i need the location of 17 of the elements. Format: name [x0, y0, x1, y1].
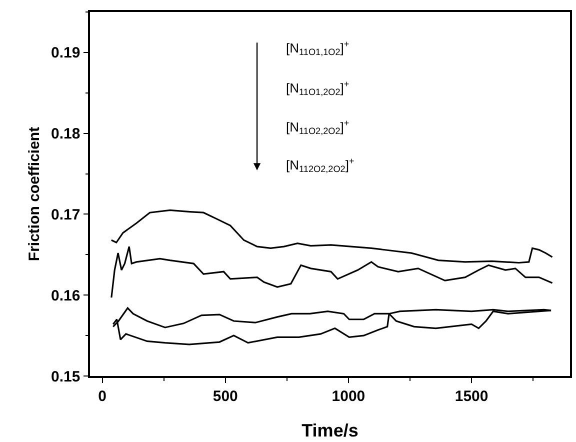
y-tick-label: 0.17	[51, 206, 80, 224]
x-tick-label: 0	[98, 388, 106, 405]
y-tick-label: 0.16	[51, 287, 80, 304]
x-axis-title: Time/s	[302, 420, 358, 440]
annotation: [N$_{11O2,2O2}$]$^{+}$	[286, 118, 350, 136]
y-axis-title: Friction coefficient	[26, 126, 43, 262]
y-tick-label: 0.18	[51, 126, 80, 143]
line-series	[110, 246, 554, 298]
y-tick-label: 0.19	[51, 44, 80, 62]
y-tick-label: 0.15	[51, 368, 80, 386]
x-tick-label: 500	[212, 388, 238, 405]
line-series	[110, 209, 554, 264]
x-tick-label: 1500	[454, 388, 488, 405]
annotation: [N$_{112O2,2O2}$]$^{+}$	[286, 156, 354, 174]
annotation: [N$_{11O1,1O2}$]$^{+}$	[286, 39, 350, 58]
x-tick-label: 1000	[332, 388, 366, 405]
annotation: [N$_{11O1,2O2}$]$^{+}$	[286, 79, 350, 98]
